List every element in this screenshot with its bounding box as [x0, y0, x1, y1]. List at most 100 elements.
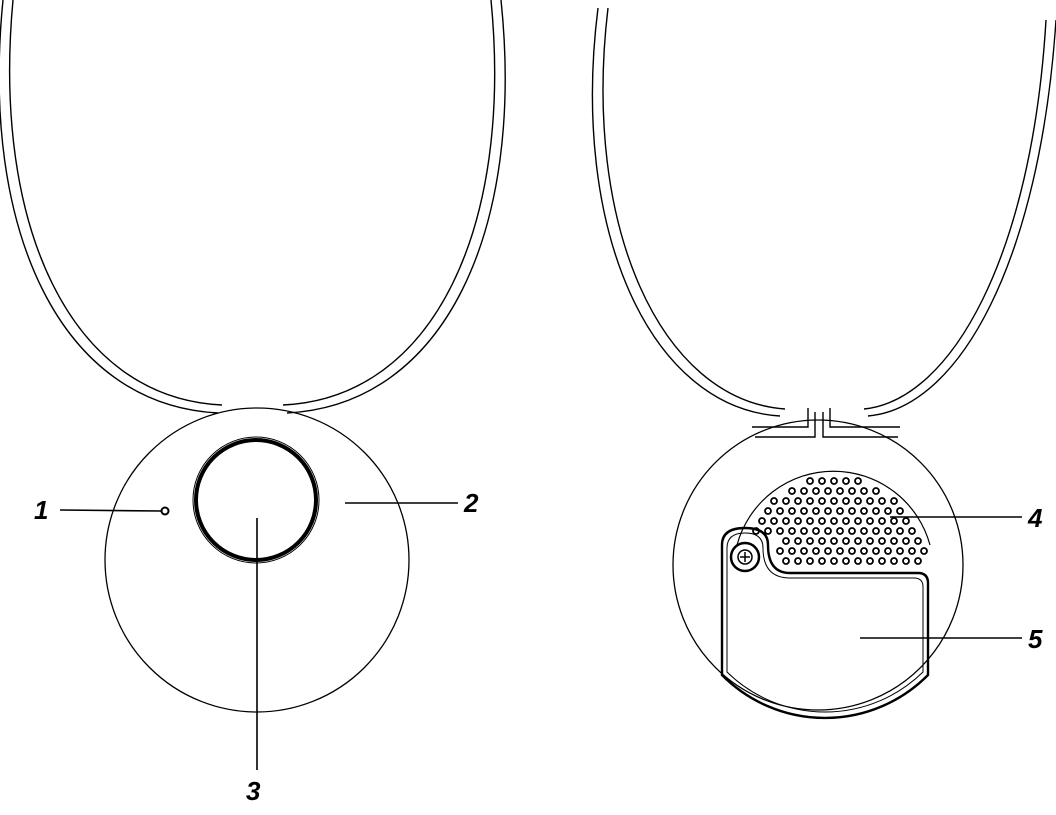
speaker-hole [842, 557, 850, 565]
speaker-hole [902, 557, 910, 565]
speaker-hole [860, 487, 868, 495]
speaker-holes [752, 477, 928, 565]
speaker-hole [896, 527, 904, 535]
speaker-hole [842, 517, 850, 525]
back-device-body [672, 419, 964, 711]
speaker-hole [866, 537, 874, 545]
speaker-hole [836, 507, 844, 515]
speaker-hole [794, 557, 802, 565]
battery-cover [720, 526, 930, 720]
callout-5: 5 [1028, 624, 1043, 654]
speaker-hole [866, 497, 874, 505]
speaker-hole [806, 537, 814, 545]
speaker-hole [872, 507, 880, 515]
speaker-hole [806, 517, 814, 525]
strap-slot [752, 408, 900, 438]
speaker-hole [806, 497, 814, 505]
speaker-hole [806, 477, 814, 485]
speaker-hole [806, 557, 814, 565]
speaker-hole [764, 527, 772, 535]
speaker-hole [890, 537, 898, 545]
back-lanyard-inner-left [602, 7, 786, 410]
speaker-hole [902, 537, 910, 545]
speaker-hole [800, 507, 808, 515]
speaker-hole [788, 547, 796, 555]
speaker-hole [890, 497, 898, 505]
speaker-hole [794, 517, 802, 525]
speaker-hole [782, 557, 790, 565]
front-view [0, 0, 506, 770]
back-lanyard-outer-left [591, 7, 781, 417]
speaker-hole [812, 547, 820, 555]
speaker-hole [830, 537, 838, 545]
speaker-hole [830, 477, 838, 485]
speaker-hole [800, 547, 808, 555]
speaker-hole [890, 517, 898, 525]
speaker-hole [770, 497, 778, 505]
screw-head [737, 549, 753, 565]
speaker-hole [830, 517, 838, 525]
speaker-hole [764, 507, 772, 515]
speaker-hole [848, 507, 856, 515]
speaker-hole [800, 527, 808, 535]
speaker-hole [770, 517, 778, 525]
speaker-hole [884, 547, 892, 555]
speaker-hole [884, 527, 892, 535]
speaker-hole [878, 497, 886, 505]
speaker-hole [908, 527, 916, 535]
speaker-hole [818, 537, 826, 545]
speaker-hole [866, 557, 874, 565]
speaker-hole [890, 557, 898, 565]
leader-line-1 [59, 509, 162, 512]
speaker-hole [920, 547, 928, 555]
speaker-hole [848, 547, 856, 555]
callout-1: 1 [34, 495, 48, 525]
speaker-hole [782, 537, 790, 545]
speaker-hole [824, 527, 832, 535]
speaker-hole [818, 497, 826, 505]
speaker-hole [824, 507, 832, 515]
speaker-hole [836, 547, 844, 555]
speaker-hole [860, 507, 868, 515]
speaker-hole [812, 487, 820, 495]
speaker-hole [878, 557, 886, 565]
speaker-hole [842, 477, 850, 485]
speaker-hole [860, 527, 868, 535]
speaker-hole [794, 537, 802, 545]
speaker-hole [794, 497, 802, 505]
speaker-hole [860, 547, 868, 555]
speaker-hole [830, 497, 838, 505]
speaker-hole [872, 487, 880, 495]
speaker-hole [812, 527, 820, 535]
center-button-rim [192, 436, 320, 564]
speaker-hole [782, 497, 790, 505]
speaker-hole [788, 527, 796, 535]
speaker-hole [854, 557, 862, 565]
back-lanyard-outer-right [867, 19, 1056, 417]
speaker-hole [842, 537, 850, 545]
back-lanyard-inner-right [863, 19, 1047, 410]
speaker-hole [854, 497, 862, 505]
battery-cover-inner [726, 532, 924, 713]
screw [729, 541, 761, 573]
speaker-hole [752, 527, 760, 535]
speaker-grille-outline [736, 470, 931, 546]
callout-2: 2 [463, 488, 479, 518]
speaker-hole [914, 557, 922, 565]
speaker-hole [872, 527, 880, 535]
speaker-hole [836, 527, 844, 535]
speaker-hole [854, 517, 862, 525]
callout-3: 3 [246, 776, 261, 806]
speaker-hole [896, 507, 904, 515]
speaker-hole [818, 477, 826, 485]
speaker-hole [914, 537, 922, 545]
speaker-hole [788, 487, 796, 495]
speaker-hole [848, 527, 856, 535]
speaker-hole [842, 497, 850, 505]
speaker-hole [902, 517, 910, 525]
speaker-hole [884, 507, 892, 515]
front-lanyard-inner-right [282, 0, 496, 406]
speaker-hole [782, 517, 790, 525]
speaker-hole [812, 507, 820, 515]
speaker-hole [854, 537, 862, 545]
